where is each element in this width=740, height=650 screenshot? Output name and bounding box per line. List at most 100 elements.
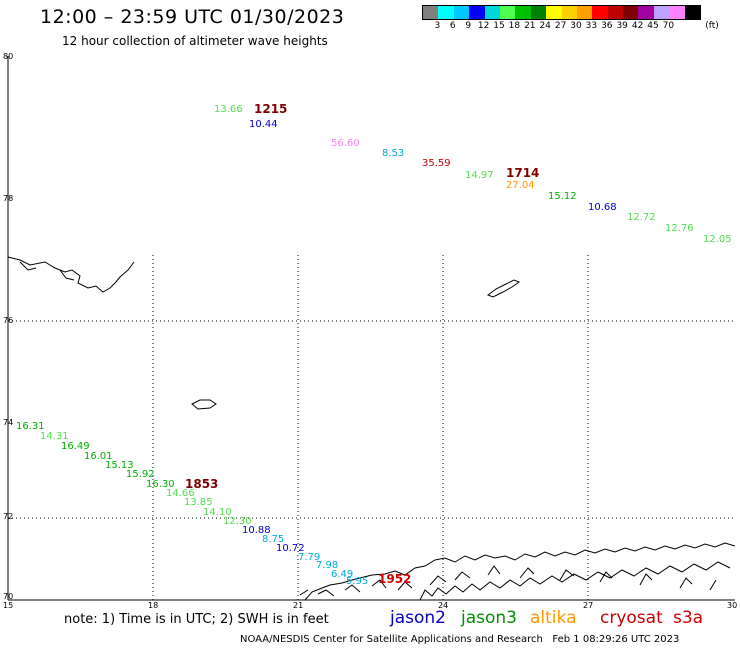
coastline-fjords [419, 561, 731, 601]
wave-height-label: 16.30 [146, 479, 175, 490]
color-swatch-16 [669, 6, 685, 19]
color-scale-label: 39 [616, 21, 628, 31]
wave-height-label: 35.59 [422, 158, 451, 169]
wave-height-label: 12.72 [627, 212, 656, 223]
wave-height-label: 16.49 [61, 441, 90, 452]
lon-label-18: 18 [148, 601, 159, 610]
wave-height-label: 14.10 [203, 507, 232, 518]
color-swatch-15 [653, 6, 670, 19]
wave-height-label: 56.60 [331, 138, 360, 149]
wave-height-label: 27.04 [506, 180, 535, 191]
color-swatch-9 [561, 6, 577, 19]
legend-cryosat: cryosat [600, 608, 663, 628]
color-swatch-2 [453, 6, 470, 19]
color-scale-label: 9 [465, 21, 472, 31]
wave-height-label: 16.31 [16, 421, 45, 432]
lat-label-78: 78 [3, 194, 14, 203]
map-subtitle: 12 hour collection of altimeter wave hei… [62, 34, 328, 48]
color-scale-label: 6 [449, 21, 456, 31]
footer-timestamp: Feb 1 08:29:26 UTC 2023 [552, 634, 680, 645]
wave-height-labels: 13.66 10.44 56.60 8.53 35.59 14.97 27.04 15.12 1… [16, 102, 732, 587]
color-scale-label: 12 [477, 21, 490, 31]
pass-time-label: 1853 [185, 477, 218, 491]
footer-credit: NOAA/NESDIS Center for Satellite Applica… [240, 634, 679, 645]
color-scale-label: 21 [524, 21, 536, 31]
pass-time-label: 1952 [378, 572, 411, 586]
footer-credit-text: NOAA/NESDIS Center for Satellite Applica… [240, 634, 543, 645]
wave-height-label: 10.72 [276, 543, 305, 554]
wave-height-label: 13.66 [214, 104, 243, 115]
color-scale-label: 15 [493, 21, 505, 31]
color-scale-label: 45 [647, 21, 659, 31]
wave-height-label: 13.85 [184, 497, 213, 508]
lon-label-30: 30 [727, 601, 738, 610]
color-scale-label: 42 [631, 21, 644, 31]
color-swatch-1 [438, 6, 454, 19]
legend-jason3: jason3 [461, 608, 517, 628]
color-swatch-12 [607, 6, 624, 19]
color-swatch-0 [423, 6, 439, 19]
wave-height-label: 7.98 [316, 560, 338, 571]
coastline-svalbard-south [7, 256, 135, 293]
coastline-norway [299, 542, 736, 601]
color-scale-label: (ft) [705, 21, 719, 31]
wave-height-label: 10.44 [249, 119, 278, 130]
coastline-hopen-island [486, 279, 521, 298]
lat-label-76: 76 [3, 316, 14, 325]
color-scale-label: 36 [601, 21, 613, 31]
color-swatch-4 [484, 6, 500, 19]
wave-height-label: 10.88 [242, 525, 271, 536]
legend-jason2: jason2 [390, 608, 446, 628]
wave-height-label: 12.76 [665, 223, 694, 234]
lon-label-27: 27 [583, 601, 594, 610]
wave-height-label: 5.95 [346, 576, 368, 587]
wave-height-label: 15.13 [105, 460, 134, 471]
lat-label-72: 72 [3, 512, 14, 521]
map-grid [8, 255, 735, 600]
coastline-group [7, 256, 736, 601]
color-scale-label: 18 [508, 21, 521, 31]
color-swatch-5 [499, 6, 516, 19]
lat-label-70: 70 [3, 592, 14, 601]
wave-height-label: 15.12 [548, 191, 577, 202]
wave-height-label: 8.75 [262, 534, 284, 545]
lon-label-24: 24 [438, 601, 449, 610]
color-swatch-13 [623, 6, 639, 19]
wave-height-label: 7.79 [298, 552, 320, 563]
map-title: 12:00 – 23:59 UTC 01/30/2023 [40, 6, 345, 28]
color-swatch-8 [546, 6, 562, 19]
wave-height-label: 8.53 [382, 148, 404, 159]
color-swatch-6 [515, 6, 531, 19]
legend-note: note: 1) Time is in UTC; 2) SWH is in fe… [64, 612, 329, 627]
color-scale-label: 33 [585, 21, 598, 31]
wave-height-label: 10.68 [588, 202, 617, 213]
color-swatch-11 [592, 6, 608, 19]
lon-label-21: 21 [293, 601, 304, 610]
coastline-bear-island [191, 399, 217, 410]
color-scale-label: 3 [434, 21, 441, 31]
color-swatch-3 [469, 6, 485, 19]
color-scale-bar [422, 5, 702, 20]
color-scale-label: 24 [539, 21, 551, 31]
wave-height-label: 16.01 [84, 451, 113, 462]
wave-height-label: 15.92 [126, 469, 155, 480]
wave-height-label: 12.30 [223, 516, 252, 527]
color-swatch-7 [530, 6, 547, 19]
color-scale-labels: 3 6 9 12 15 18 21 24 27 30 33 36 39 42 45 70 (ft) [422, 21, 732, 33]
lat-label-80: 80 [3, 52, 14, 61]
color-scale-label: 27 [554, 21, 567, 31]
wave-height-label: 6.49 [331, 569, 353, 580]
lon-label-15: 15 [3, 601, 14, 610]
pass-time-label: 1215 [254, 102, 287, 116]
pass-time-label: 1714 [506, 166, 539, 180]
color-swatch-10 [576, 6, 593, 19]
color-swatch-14 [638, 6, 654, 19]
wave-height-label: 14.31 [40, 431, 69, 442]
wave-height-label: 14.97 [465, 170, 494, 181]
wave-height-label: 14.66 [166, 488, 195, 499]
color-scale-label: 70 [662, 21, 675, 31]
lat-label-74: 74 [3, 418, 14, 427]
legend-altika: altika [530, 608, 577, 628]
color-swatch-17 [684, 6, 701, 19]
